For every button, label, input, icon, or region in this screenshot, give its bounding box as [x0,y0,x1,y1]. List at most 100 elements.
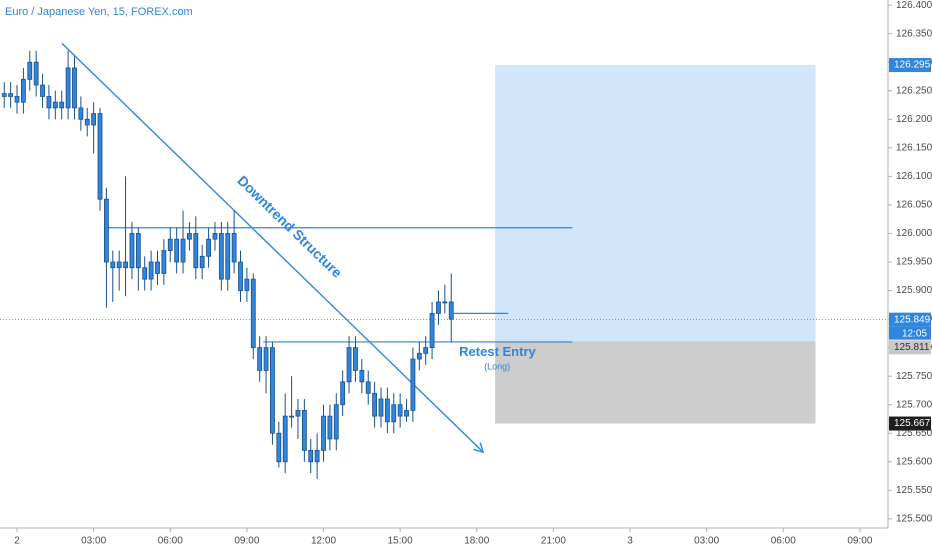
x-tick-label: 18:00 [464,536,489,547]
candle-body [404,410,409,417]
y-tick-label: 125.900 [896,285,932,296]
candle-body [193,233,199,269]
candle-body [174,238,180,263]
candle-body [423,347,429,354]
y-tick-label: 125.600 [896,456,932,467]
candle-body [333,404,339,440]
candle-body [244,278,250,291]
candle-body [46,96,52,109]
candle-body [346,347,352,383]
candle-body [391,404,397,423]
candle-body [308,449,314,463]
candle-body [129,233,135,269]
target-zone [495,65,816,342]
price-badge [889,312,931,327]
y-tick-label: 126.400 [896,0,932,11]
price-badge-label: 126.295 [894,60,931,71]
candle-body [148,261,154,280]
candle-body [123,261,128,269]
candle-body [314,449,320,463]
candle-body [282,415,288,463]
candle-body [135,233,141,269]
y-tick-label: 125.700 [896,399,932,410]
candle-body [301,410,307,451]
candle-body [442,301,448,304]
x-tick-label: 12:00 [311,536,336,547]
price-badge [889,340,931,355]
y-tick-label: 125.750 [896,371,932,382]
candle-body [257,347,263,371]
candle-body [116,261,122,269]
candle-body [72,67,77,109]
candle-body [78,107,84,120]
candle-body [65,67,71,109]
candle-body [27,61,33,80]
countdown-label: 12:05 [902,328,927,339]
position-sublabel: (Long) [484,362,510,372]
candle-body [327,415,333,440]
candle-body [187,233,192,240]
candle-body [33,61,39,86]
position-label: Retest Entry [459,344,536,359]
x-tick-label: 09:00 [847,536,872,547]
candle-body [225,233,231,280]
candle-body [14,96,20,103]
candle-body [212,233,218,240]
candle-body [180,238,186,263]
candle-body [321,415,326,451]
y-tick-label: 125.950 [896,257,932,268]
candle-body [289,415,294,418]
y-tick-label: 125.550 [896,485,932,496]
x-tick-label: 06:00 [771,536,796,547]
x-tick-label: 21:00 [541,536,566,547]
candle-body [340,381,346,406]
candle-body [436,301,441,314]
x-tick-label: 06:00 [158,536,183,547]
candle-body [104,198,109,263]
y-tick-label: 126.100 [896,171,932,182]
candle-body [270,347,275,434]
candle-body [263,347,269,371]
candle-body [59,101,65,109]
candle-body [250,278,256,349]
y-tick-label: 126.050 [896,200,932,211]
candle-body [231,233,237,263]
x-tick-label: 2 [14,536,20,547]
y-tick-label: 126.350 [896,28,932,39]
candle-body [378,398,384,417]
candle-body [448,301,454,320]
candle-body [84,118,90,126]
y-tick-label: 126.250 [896,85,932,96]
countdown-badge [889,326,931,340]
price-badge-label: 125.667 [894,418,931,429]
candle-body [410,358,416,411]
x-tick-label: 09:00 [234,536,259,547]
price-badge [889,58,931,73]
y-tick-label: 125.650 [896,428,932,439]
y-tick-label: 126.150 [896,142,932,153]
candle-body [397,404,403,417]
price-badge [889,416,931,431]
price-badge-label: 125.811 [894,342,930,353]
price-badge-label: 125.849 [894,314,931,325]
candle-body [238,261,243,291]
candle-body [142,267,148,280]
x-tick-label: 03:00 [81,536,106,547]
y-tick-label: 126.200 [896,114,932,125]
x-tick-label: 3 [627,536,633,547]
candle-body [155,261,160,274]
candle-body [206,238,211,257]
candle-body [161,250,167,274]
candle-body [91,113,97,126]
candle-body [365,381,371,394]
y-tick-label: 125.500 [896,514,932,525]
candle-body [372,392,378,417]
candle-body [52,101,58,109]
candle-body [218,233,224,280]
candle-body [276,432,282,463]
candle-body [353,347,358,371]
x-tick-label: 03:00 [694,536,719,547]
candle-body [40,84,45,97]
candle-body [199,255,205,269]
candle-body [110,261,116,269]
